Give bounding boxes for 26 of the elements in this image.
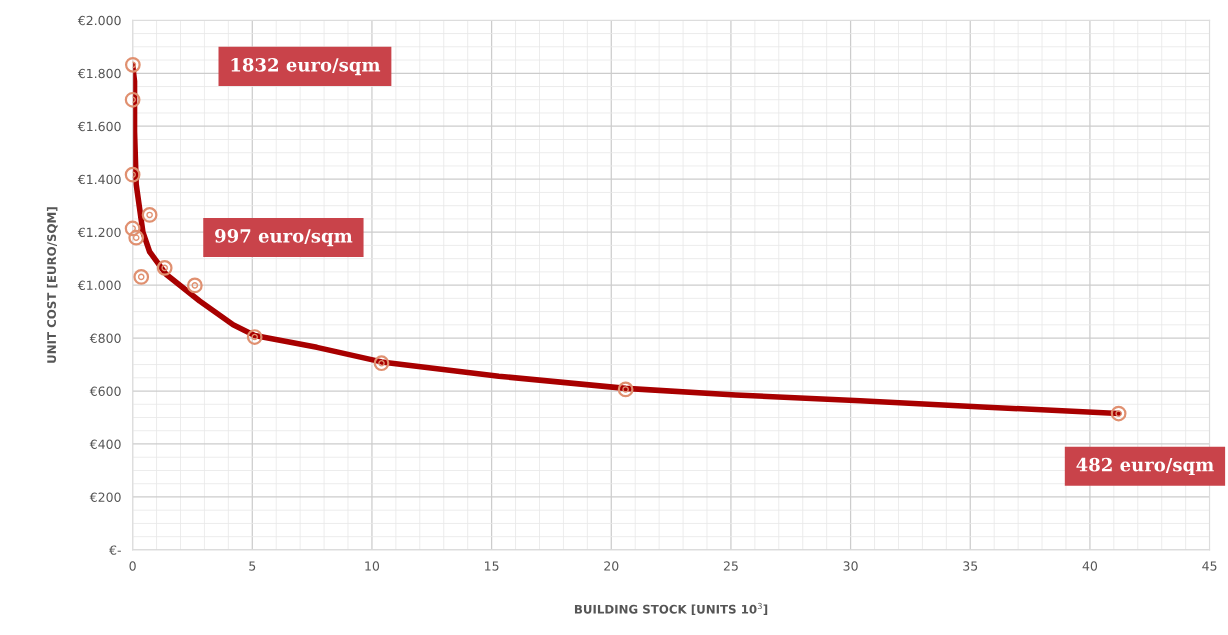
- y-tick-label: €800: [89, 333, 121, 343]
- y-tick-label: €-: [109, 545, 121, 555]
- annotation: 997 euro/sqm: [215, 229, 353, 247]
- y-tick-label: €1.800: [77, 68, 121, 79]
- x-tick-label: 15: [485, 561, 499, 571]
- x-tick-label: 30: [843, 561, 858, 571]
- y-tick-label: €1.600: [77, 121, 121, 132]
- y-tick-label: €600: [89, 386, 121, 396]
- y-tick-label: €1.200: [77, 227, 121, 238]
- y-axis-title: UNIT COST [EURO/SQM]: [46, 207, 58, 363]
- x-tick-label: 5: [249, 561, 256, 571]
- y-tick-label: €2.000: [77, 15, 121, 26]
- x-tick-label: 40: [1082, 561, 1098, 571]
- y-tick-label: €200: [89, 492, 121, 502]
- x-tick-label: 45: [1202, 561, 1217, 571]
- x-tick-label: 25: [723, 561, 738, 571]
- x-tick-label: 20: [604, 561, 619, 571]
- y-tick-label: €400: [89, 439, 121, 449]
- annotation: 1832 euro/sqm: [231, 57, 381, 76]
- y-tick-label: €1.400: [77, 174, 121, 185]
- x-tick-label: 35: [963, 561, 978, 571]
- x-tick-label: 0: [129, 561, 136, 571]
- x-tick-label: 10: [365, 561, 380, 571]
- x-axis-title: BUILDING STOCK [UNITS 10$^{3}$]: [574, 602, 768, 616]
- annotation: 482 euro/sqm: [1076, 457, 1214, 475]
- y-tick-label: €1.000: [77, 280, 121, 291]
